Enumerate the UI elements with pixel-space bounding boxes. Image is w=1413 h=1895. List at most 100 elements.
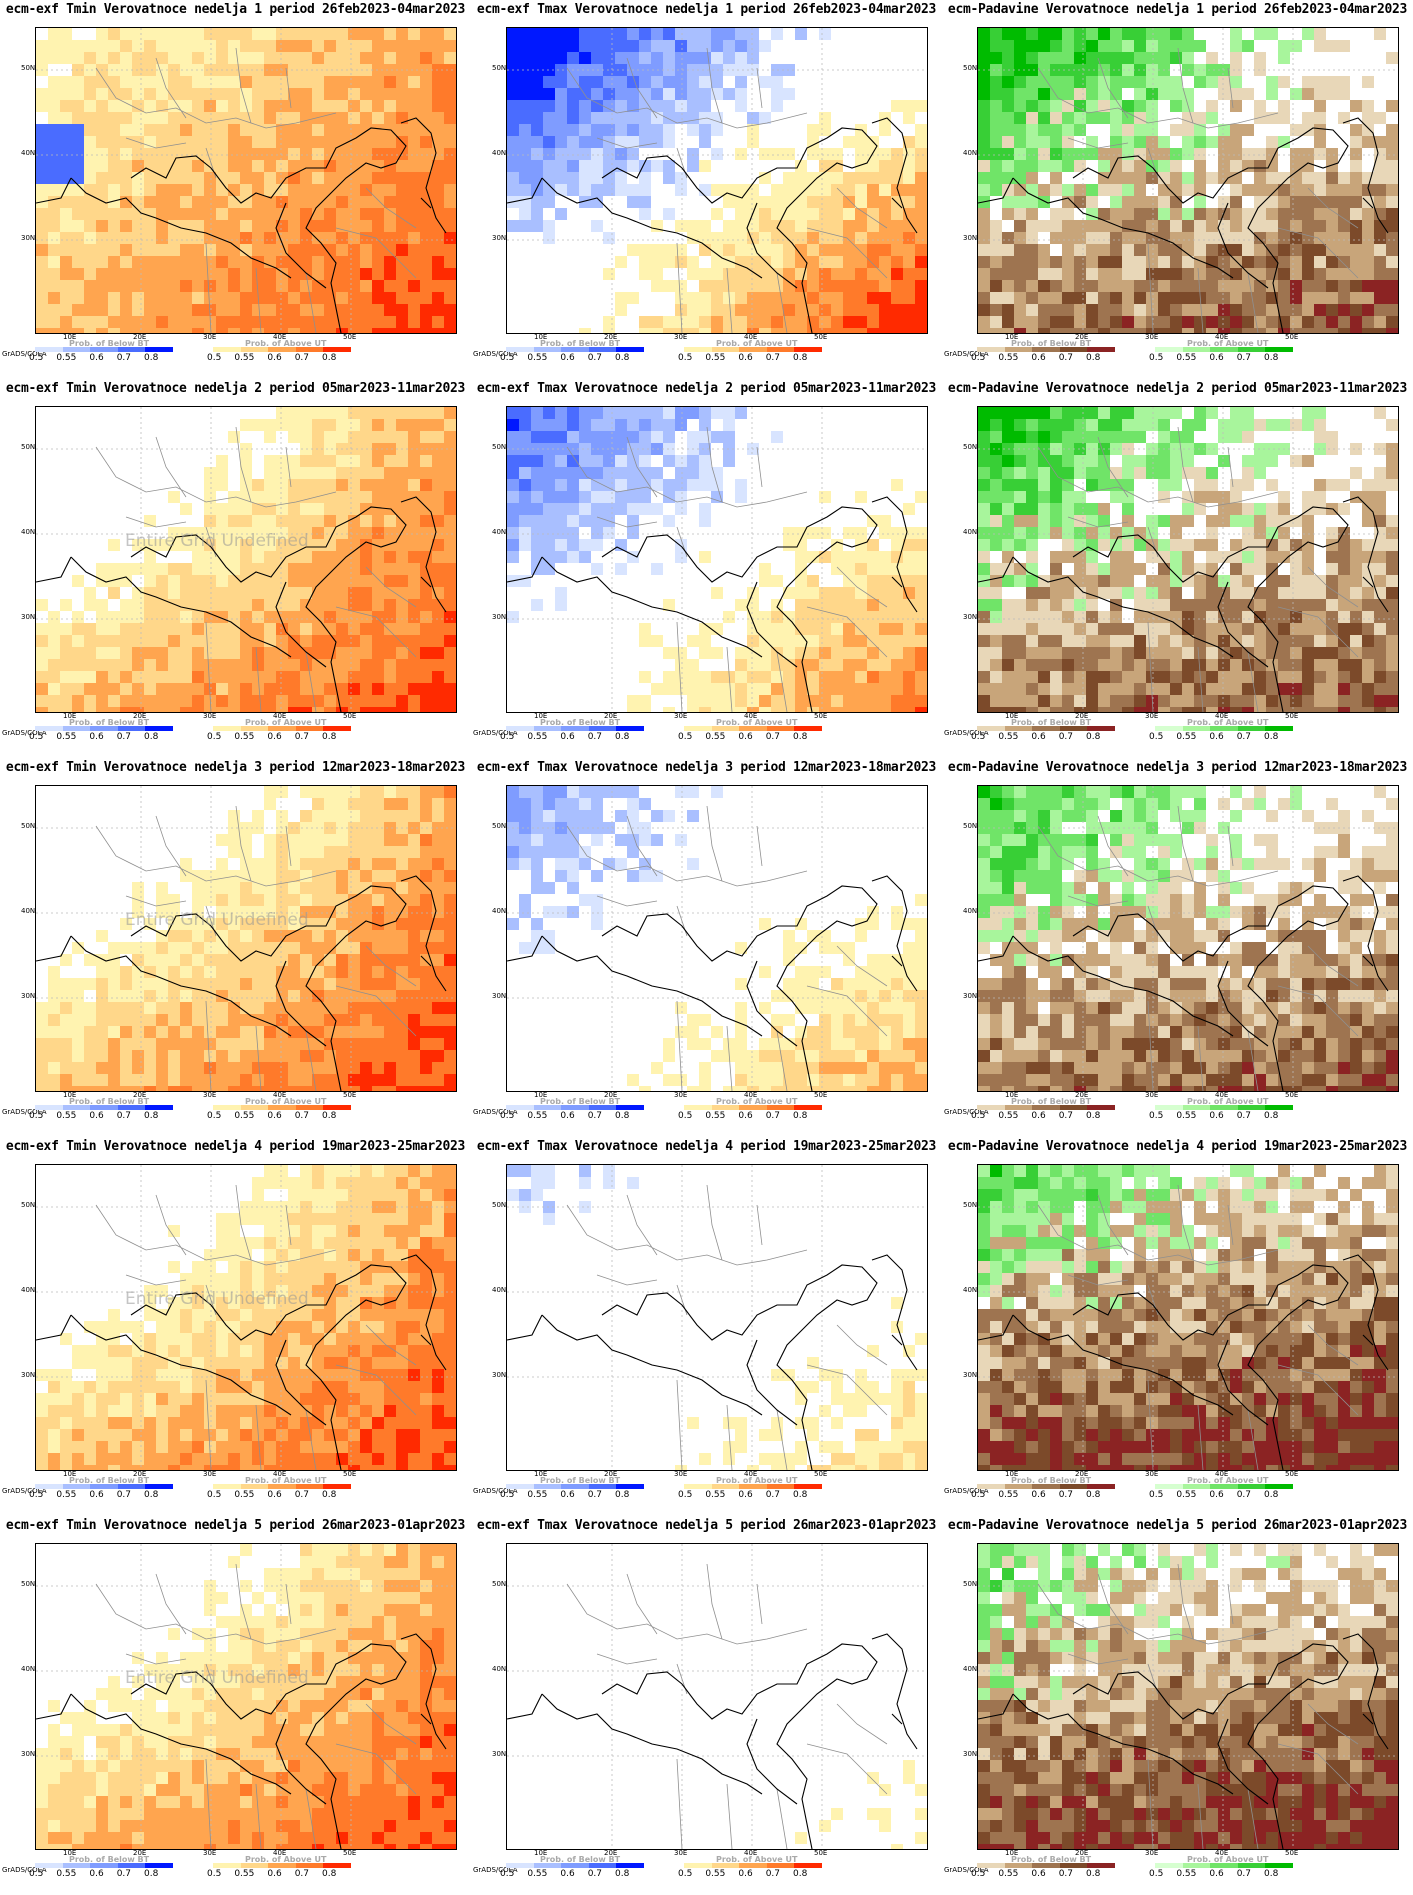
legend-tick: 0.5: [29, 1111, 44, 1121]
above-legend-bar: [1155, 1105, 1293, 1110]
below-legend-title: Prob. of Below BT: [540, 1476, 621, 1485]
grads-label: GrADS/COLA: [473, 729, 518, 737]
legend-ticks: 0.5 0.55 0.6 0.7 0.8: [971, 1490, 1113, 1500]
lon-label: 40E: [744, 1470, 758, 1478]
legend-swatch: [766, 1105, 795, 1110]
legend-swatch: [1004, 1484, 1033, 1489]
legend-swatch: [977, 1105, 1005, 1110]
legend-tick: 0.7: [765, 1869, 781, 1879]
lon-label: 20E: [604, 712, 618, 720]
lon-label: 40E: [273, 712, 287, 720]
legend-swatch: [240, 1484, 269, 1489]
legend-tick: 0.55: [56, 1490, 77, 1500]
legend-swatch: [588, 1863, 617, 1868]
lon-label: 10E: [1005, 712, 1019, 720]
legend-tick: 0.7: [116, 1490, 132, 1500]
legend-swatch: [561, 726, 589, 731]
legend-swatch: [1182, 347, 1211, 352]
lat-label: 40N: [492, 907, 507, 915]
lon-label: 50E: [814, 1849, 828, 1857]
lat-label: 50N: [963, 1201, 978, 1209]
legend-swatch: [533, 726, 562, 731]
lon-label: 20E: [604, 1470, 618, 1478]
legend-tick: 0.8: [615, 1111, 630, 1121]
lat-label: 30N: [963, 992, 978, 1000]
legend-tick: 0.8: [1264, 1490, 1279, 1500]
probability-field: [507, 407, 927, 712]
legend-swatch: [1237, 347, 1266, 352]
legend-ticks: 0.5 0.55 0.6 0.7 0.8: [29, 1869, 171, 1879]
legend-swatch: [268, 1484, 296, 1489]
lon-label: 20E: [133, 1470, 147, 1478]
map-panel-tmax-week-1: ecm-exf Tmax Verovatnoce nedelja 1 perio…: [471, 0, 942, 379]
undefined-grid-watermark: Entire Grid Undefined: [125, 531, 309, 551]
lon-label: 10E: [63, 712, 77, 720]
legend-swatch: [794, 726, 822, 731]
coastline: [507, 117, 918, 333]
grads-label: GrADS/COLA: [473, 1487, 518, 1495]
below-legend-bar: [977, 726, 1115, 731]
legend-tick: 0.7: [765, 353, 781, 363]
lon-label: 20E: [604, 1091, 618, 1099]
map-panel-tmax-week-5: ecm-exf Tmax Verovatnoce nedelja 5 perio…: [471, 1516, 942, 1895]
legend-swatch: [240, 726, 269, 731]
lat-label: 40N: [492, 1286, 507, 1294]
map-panel-tmax-week-4: ecm-exf Tmax Verovatnoce nedelja 4 perio…: [471, 1137, 942, 1516]
legend-swatch: [1265, 726, 1293, 731]
legend-tick: 0.5: [1149, 732, 1164, 742]
coastline: [978, 496, 1389, 712]
legend-tick: 0.8: [615, 732, 630, 742]
legend-tick: 0.6: [267, 1490, 282, 1500]
lon-label: 20E: [1075, 1091, 1089, 1099]
lat-label: 40N: [492, 1665, 507, 1673]
probability-field: [507, 1165, 927, 1470]
map-panel-pad-week-1: ecm-Padavine Verovatnoce nedelja 1 perio…: [942, 0, 1413, 379]
lon-label: 10E: [63, 333, 77, 341]
legend-tick: 0.5: [971, 1490, 986, 1500]
lat-label: 50N: [21, 64, 36, 72]
legend-tick: 0.6: [267, 353, 282, 363]
panel-title: ecm-exf Tmin Verovatnoce nedelja 4 perio…: [5, 1139, 466, 1154]
legend-swatch: [533, 347, 562, 352]
lon-label: 30E: [1145, 1849, 1159, 1857]
legend-swatch: [145, 347, 173, 352]
lat-label: 50N: [21, 1580, 36, 1588]
lat-label: 50N: [21, 443, 36, 451]
legend-swatch: [35, 1863, 63, 1868]
legend-tick: 0.8: [793, 732, 808, 742]
legend-tick: 0.7: [1236, 1111, 1252, 1121]
legend-swatch: [295, 1105, 324, 1110]
below-legend-title: Prob. of Below BT: [1011, 1855, 1092, 1864]
legend-tick: 0.5: [500, 1490, 515, 1500]
lon-label: 40E: [273, 333, 287, 341]
legend-tick: 0.7: [1058, 1490, 1074, 1500]
panel-title: ecm-exf Tmin Verovatnoce nedelja 2 perio…: [5, 381, 466, 396]
legend-swatch: [711, 347, 740, 352]
legend-swatch: [711, 1863, 740, 1868]
legend-swatch: [766, 347, 795, 352]
legend-tick: 0.6: [560, 1869, 575, 1879]
legend-tick: 0.7: [116, 353, 132, 363]
below-legend-bar: [35, 347, 173, 352]
lat-label: 50N: [963, 64, 978, 72]
legend-swatch: [240, 347, 269, 352]
lon-label: 50E: [343, 712, 357, 720]
legend-swatch: [35, 726, 63, 731]
legend-tick: 0.6: [1209, 1490, 1224, 1500]
legend-swatch: [1182, 1863, 1211, 1868]
legend-swatch: [1087, 347, 1115, 352]
panel-title: ecm-exf Tmax Verovatnoce nedelja 2 perio…: [476, 381, 937, 396]
legend-tick: 0.6: [89, 353, 104, 363]
lon-label: 10E: [534, 1091, 548, 1099]
legend-swatch: [35, 1105, 63, 1110]
lat-label: 40N: [21, 1665, 36, 1673]
legend-tick: 0.8: [793, 1490, 808, 1500]
lat-label: 40N: [492, 149, 507, 157]
panel-title: ecm-exf Tmax Verovatnoce nedelja 3 perio…: [476, 760, 937, 775]
above-legend-title: Prob. of Above UT: [1187, 1476, 1269, 1485]
legend-swatch: [1032, 1105, 1060, 1110]
grads-label: GrADS/COLA: [944, 1866, 989, 1874]
probability-field: [507, 1544, 927, 1849]
above-legend-title: Prob. of Above UT: [1187, 1855, 1269, 1864]
legend-swatch: [1032, 1484, 1060, 1489]
